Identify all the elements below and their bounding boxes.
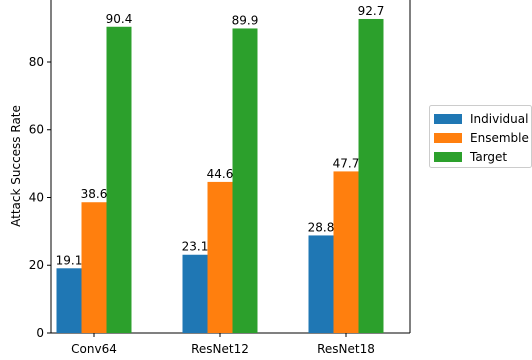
data-label: 89.9 [232, 13, 259, 27]
bar-target-conv64 [106, 26, 132, 333]
bars-group [56, 18, 384, 334]
x-tick-label: ResNet18 [317, 342, 375, 356]
data-label: 92.7 [358, 4, 385, 18]
legend-swatch-target [434, 152, 462, 162]
legend-label-target: Target [469, 150, 507, 164]
y-tick-label: 60 [29, 123, 44, 137]
bar-individual-resnet12 [182, 254, 208, 333]
data-label: 23.1 [182, 240, 209, 254]
bar-individual-resnet18 [308, 235, 334, 333]
bar-ensemble-resnet18 [333, 171, 359, 333]
x-axis: Conv64 ResNet12 ResNet18 [71, 333, 375, 356]
legend: Individual Ensemble Target [429, 105, 532, 168]
data-labels-group: 19.1 23.1 28.8 38.6 44.6 47.7 90.4 89.9 92.7 [56, 4, 385, 267]
legend-label-ensemble: Ensemble [470, 131, 529, 145]
x-tick-label: Conv64 [71, 342, 117, 356]
y-axis: 0 20 40 60 80 [29, 55, 51, 340]
legend-swatch-ensemble [434, 133, 462, 143]
legend-label-individual: Individual [470, 112, 528, 126]
bar-target-resnet12 [232, 28, 258, 333]
bar-target-resnet18 [358, 18, 384, 334]
legend-swatch-individual [434, 114, 462, 124]
bar-ensemble-conv64 [81, 202, 107, 333]
bar-ensemble-resnet12 [207, 181, 233, 333]
y-tick-label: 0 [36, 326, 44, 340]
data-label: 38.6 [81, 187, 108, 201]
data-label: 90.4 [106, 12, 133, 26]
y-tick-label: 40 [29, 190, 44, 204]
bar-individual-conv64 [56, 268, 82, 333]
y-tick-label: 20 [29, 258, 44, 272]
data-label: 19.1 [56, 253, 83, 267]
x-tick-label: ResNet12 [191, 342, 249, 356]
data-label: 28.8 [308, 220, 335, 234]
data-label: 47.7 [333, 156, 360, 170]
data-label: 44.6 [207, 167, 234, 181]
y-tick-label: 80 [29, 55, 44, 69]
y-axis-label: Attack Success Rate [9, 105, 23, 227]
